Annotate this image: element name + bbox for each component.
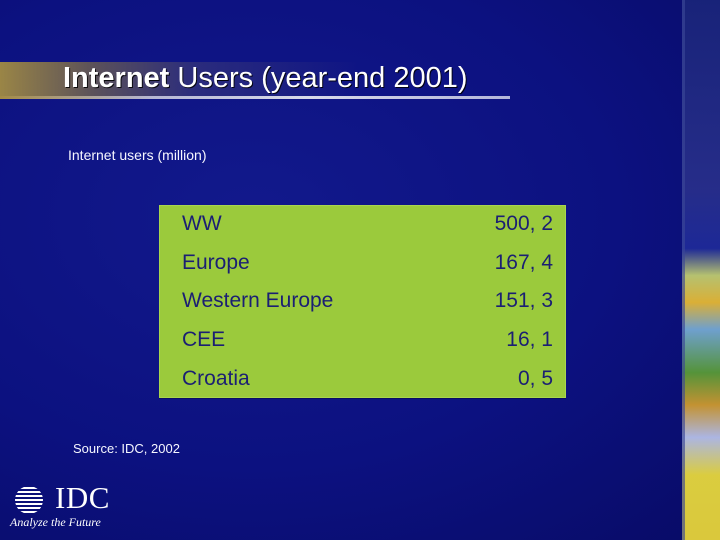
- right-decorative-strip: [682, 0, 720, 540]
- row-value: 151, 3: [494, 289, 553, 312]
- row-value: 0, 5: [517, 367, 553, 390]
- row-value: 500, 2: [494, 212, 553, 235]
- idc-tagline: Analyze the Future: [10, 515, 101, 529]
- row-label: WW: [182, 212, 222, 235]
- row-value: 167, 4: [494, 251, 553, 274]
- slide-subtitle: Internet users (million): [68, 147, 207, 163]
- title-accent-band: [0, 62, 360, 96]
- slide-title: Internet Users (year-end 2001): [63, 61, 468, 95]
- slide-title-bold: Internet: [63, 62, 170, 94]
- row-label: Croatia: [182, 367, 250, 390]
- row-value: 16, 1: [506, 328, 553, 351]
- data-row-ww: WW 500, 2: [182, 209, 553, 238]
- row-label: Western Europe: [182, 289, 334, 312]
- idc-logo: IDC Analyze the Future: [10, 480, 120, 529]
- data-row-western-europe: Western Europe 151, 3: [182, 286, 553, 315]
- data-row-croatia: Croatia 0, 5: [182, 364, 553, 393]
- row-label: CEE: [182, 328, 226, 351]
- users-data-box: WW 500, 2 Europe 167, 4 Western Europe 1…: [159, 205, 566, 398]
- title-accent-line: [0, 96, 510, 99]
- data-row-europe: Europe 167, 4: [182, 248, 553, 277]
- row-label: Europe: [182, 251, 250, 274]
- idc-globe-icon: [15, 487, 43, 513]
- idc-wordmark: IDC: [55, 480, 110, 515]
- source-note: Source: IDC, 2002: [73, 441, 180, 456]
- data-row-cee: CEE 16, 1: [182, 325, 553, 354]
- slide-title-rest: Users (year-end 2001): [169, 62, 468, 94]
